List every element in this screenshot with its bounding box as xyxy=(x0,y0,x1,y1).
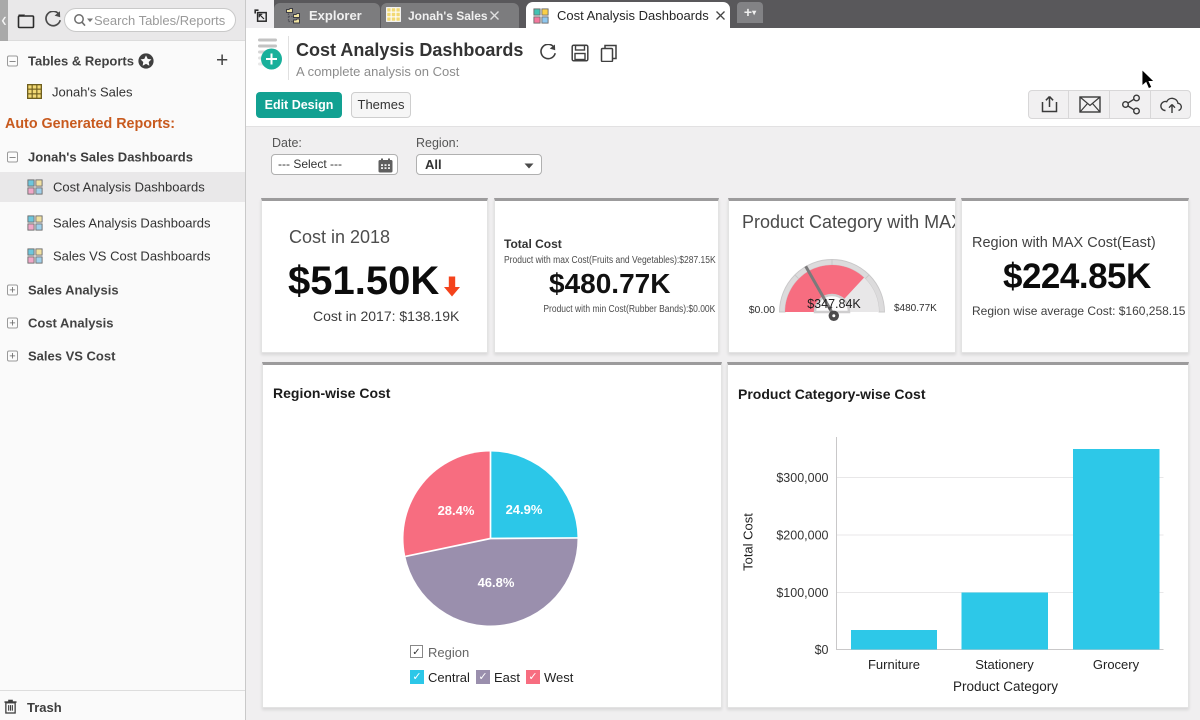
svg-text:$200,000: $200,000 xyxy=(776,529,828,543)
svg-text:Total Cost: Total Cost xyxy=(741,513,756,571)
svg-text:Grocery: Grocery xyxy=(1093,657,1140,672)
svg-text:Furniture: Furniture xyxy=(868,657,920,672)
svg-text:24.9%: 24.9% xyxy=(506,502,543,517)
svg-text:$300,000: $300,000 xyxy=(776,471,828,485)
svg-text:$0: $0 xyxy=(815,643,829,657)
svg-text:$100,000: $100,000 xyxy=(776,586,828,600)
svg-text:Stationery: Stationery xyxy=(975,657,1034,672)
svg-text:28.4%: 28.4% xyxy=(438,503,475,518)
svg-text:Product Category: Product Category xyxy=(953,679,1058,694)
svg-text:46.8%: 46.8% xyxy=(478,575,515,590)
